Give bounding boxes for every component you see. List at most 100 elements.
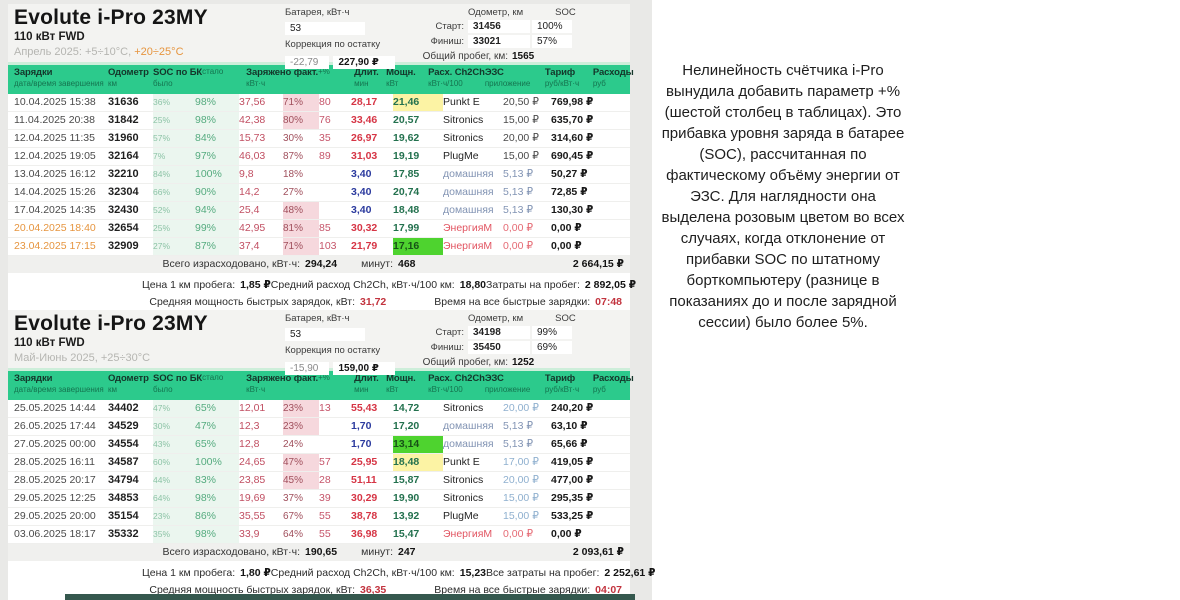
cell-cost: 0,00 ₽: [551, 528, 582, 540]
cell-cost: 314,60 ₽: [551, 132, 594, 144]
table-row: 26.05.2025 17:44 34529 30% 47% 12,3 23% 1,70 17…: [8, 418, 630, 436]
card-info-header: Evolute i-Pro 23MY 110 кВт FWD Апрель 20…: [8, 4, 630, 69]
odometer-start-input[interactable]: 34198: [468, 326, 530, 339]
odometer-block: Одометр, км SOC Старт: 34198 99% Финиш: …: [396, 313, 628, 368]
column-title: Заряжено факт.: [246, 67, 319, 78]
column-header: Зарядки дата/время завершения: [14, 67, 108, 89]
spacer: [416, 544, 568, 561]
cell-rasx: 20,74: [393, 186, 420, 198]
cell-kw: 55,43: [351, 402, 378, 414]
cell-odo: 34402: [108, 402, 139, 414]
cell-odo: 32654: [108, 222, 139, 234]
cell-kwh: 42,95: [239, 222, 266, 234]
cell-was: 52%: [153, 202, 195, 219]
battery-input[interactable]: 53: [285, 22, 365, 35]
soc-finish-input[interactable]: 69%: [532, 341, 572, 354]
cell-odo: 32909: [108, 240, 139, 252]
cell-was: 84%: [153, 166, 195, 183]
cell-min: 85: [319, 222, 331, 234]
cell-odo: 34587: [108, 456, 139, 468]
cell-rasx: 21,46: [393, 94, 443, 111]
odometer-head: Одометр, км SOC: [396, 7, 628, 18]
odometer-finish-input[interactable]: 35450: [468, 341, 530, 354]
column-header: +%: [318, 373, 354, 383]
soc-finish-input[interactable]: 57%: [532, 35, 572, 48]
cell-kwh: 12,01: [239, 402, 266, 414]
cell-date: 25.05.2025 14:44: [14, 402, 96, 414]
cell-date: 28.05.2025 16:11: [14, 456, 95, 468]
cell-pct: 67%: [283, 511, 304, 522]
cell-ezs: домашняя: [443, 168, 494, 180]
column-subtitle: приложение: [484, 79, 531, 88]
soc-start-input[interactable]: 100%: [532, 20, 572, 33]
column-header: Зарядки дата/время завершения: [14, 373, 108, 395]
mileage-row: Общий пробег, км: 1565: [396, 51, 628, 62]
odometer-start-input[interactable]: 31456: [468, 20, 530, 33]
cell-date: 28.05.2025 20:17: [14, 474, 96, 486]
column-subtitle: было: [153, 79, 173, 88]
column-subtitle: +%: [318, 373, 330, 382]
cell-tariff: 20,50 ₽: [503, 96, 539, 108]
column-title: Расходы: [592, 373, 634, 384]
cell-tariff: 20,00 ₽: [503, 402, 539, 414]
cell-odo: 31636: [108, 96, 139, 108]
correction-rub-value[interactable]: 227,90 ₽: [333, 56, 396, 69]
cell-ezs: домашняя: [443, 186, 494, 198]
summary-pair: Средняя мощность быстрых зарядок, кВт: 36…: [149, 582, 386, 599]
cell-kwh: 42,38: [239, 114, 266, 126]
soc-start-input[interactable]: 99%: [532, 326, 572, 339]
cell-kw: 3,40: [351, 204, 372, 216]
correction-label: Коррекция по остатку: [285, 39, 381, 50]
cell-rasx: 19,62: [393, 132, 420, 144]
start-label: Старт:: [435, 21, 464, 32]
summary-label: Цена 1 км пробега:: [142, 567, 236, 579]
cell-date: 11.04.2025 20:38: [14, 114, 95, 126]
column-header: стало: [202, 373, 246, 383]
cell-kwh: 35,55: [239, 510, 266, 522]
table-row: 20.04.2025 18:40 32654 25% 99% 42,95 81% 85 30,…: [8, 220, 630, 238]
summary-label: Цена 1 км пробега:: [142, 279, 236, 291]
cell-date: 26.05.2025 17:44: [14, 420, 96, 432]
summary-pair: Время на все быстрые зарядки: 07:48: [434, 294, 622, 311]
cell-pct: 37%: [283, 493, 304, 504]
column-subtitle: мин: [354, 79, 369, 88]
cell-cost: 533,25 ₽: [551, 510, 594, 522]
cell-kw: 30,32: [351, 222, 378, 234]
battery-label: Батарея, кВт·ч: [285, 7, 350, 18]
odometer-finish-input[interactable]: 33021: [468, 35, 530, 48]
cell-date: 03.06.2025 18:17: [14, 528, 96, 540]
summary-value: 1,80 ₽: [240, 567, 271, 579]
cell-pct: 64%: [283, 529, 304, 540]
cell-was: 25%: [153, 112, 195, 129]
cell-kwh: 12,3: [239, 420, 260, 432]
cell-min: 13: [319, 402, 331, 414]
cell-tariff: 17,00 ₽: [503, 456, 539, 468]
cell-min: 35: [319, 132, 331, 144]
correction-rub-value[interactable]: 159,00 ₽: [333, 362, 396, 375]
summary-block: Цена 1 км пробега: 1,80 ₽ Средний расход C…: [8, 561, 656, 600]
summary-label: Средняя мощность быстрых зарядок, кВт:: [149, 296, 355, 308]
column-title: ЭЗС: [484, 67, 504, 78]
correction-kwh-input[interactable]: -15,90: [285, 362, 329, 375]
correction-row: -22,79 227,90 ₽: [285, 52, 396, 70]
cell-min: [319, 202, 351, 219]
cell-was: 43%: [153, 436, 195, 453]
cell-kw: 26,97: [351, 132, 378, 144]
column-header: Мощн. кВт: [386, 67, 428, 89]
cell-now: 100%: [195, 454, 239, 471]
cell-odo: 32164: [108, 150, 139, 162]
summary-value: 15,23: [459, 567, 487, 579]
correction-kwh-input[interactable]: -22,79: [285, 56, 329, 69]
cell-rasx: 14,72: [393, 402, 420, 414]
cell-now: 94%: [195, 202, 239, 219]
table-row: 11.04.2025 20:38 31842 25% 98% 42,38 80% 76 33,…: [8, 112, 630, 130]
table-row: 03.06.2025 18:17 35332 35% 98% 33,9 64% 55 36,9…: [8, 526, 630, 544]
mileage-value: 1565: [512, 51, 535, 62]
cell-tariff: 15,00 ₽: [503, 114, 539, 126]
cell-cost: 419,05 ₽: [551, 456, 594, 468]
cell-was: 47%: [153, 400, 195, 417]
battery-input[interactable]: 53: [285, 328, 365, 341]
table-row: 28.05.2025 16:11 34587 60% 100% 24,65 47% 57 25…: [8, 454, 630, 472]
summary-label: Затраты на пробег:: [486, 279, 580, 291]
cell-pct: 81%: [283, 220, 319, 237]
